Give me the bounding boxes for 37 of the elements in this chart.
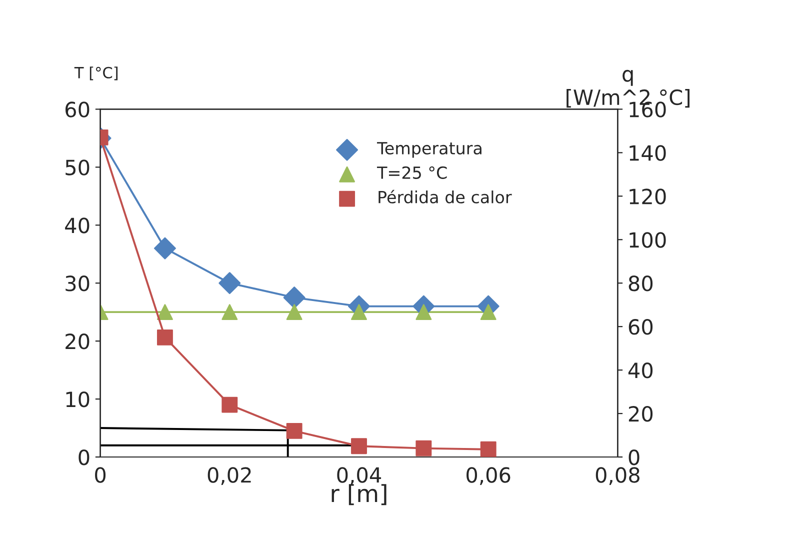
y-tick-label: 40 — [65, 218, 90, 234]
x-tick-label: 0,06 — [466, 467, 510, 485]
y2-tick-label: 60 — [628, 319, 653, 335]
y-tick-label: 50 — [66, 160, 90, 176]
y2-tick-label: 80 — [628, 276, 653, 292]
y2-tick-label: 100 — [630, 232, 666, 248]
point — [222, 396, 238, 413]
x-tick-label: 0,02 — [208, 467, 251, 485]
y-tick-label: 60 — [66, 102, 90, 118]
legend-label: Pérdida de calor — [378, 190, 512, 204]
x-tick-label: 0 — [95, 467, 106, 483]
y-axis-title: T [°C] — [74, 66, 118, 80]
y-tick-label: 0 — [78, 449, 90, 466]
point — [222, 304, 238, 320]
y2-tick-label: 40 — [628, 362, 653, 378]
y-tick-label: 10 — [66, 391, 90, 408]
point — [156, 304, 173, 320]
point — [218, 272, 241, 294]
legend-label: Temperatura — [376, 142, 482, 158]
point — [416, 440, 432, 456]
x-tick-label: 0,08 — [596, 467, 640, 485]
point — [154, 237, 176, 260]
y-tick-label: 30 — [66, 276, 90, 292]
y2-tick-label: 20 — [628, 406, 653, 422]
point — [351, 438, 367, 454]
point — [283, 286, 306, 309]
y2-tick-label: 120 — [630, 188, 666, 204]
x-tick-label: 0,04 — [337, 467, 382, 485]
legend-label: T=25 °C — [376, 166, 447, 179]
point — [286, 304, 302, 320]
x-axis-title: r [m] — [332, 484, 386, 506]
y-tick-label: 20 — [66, 334, 90, 350]
y2-tick-label: 0 — [628, 449, 640, 466]
point — [480, 441, 496, 457]
point — [286, 422, 302, 439]
point — [156, 329, 173, 346]
y2-tick-label: 140 — [630, 145, 666, 161]
